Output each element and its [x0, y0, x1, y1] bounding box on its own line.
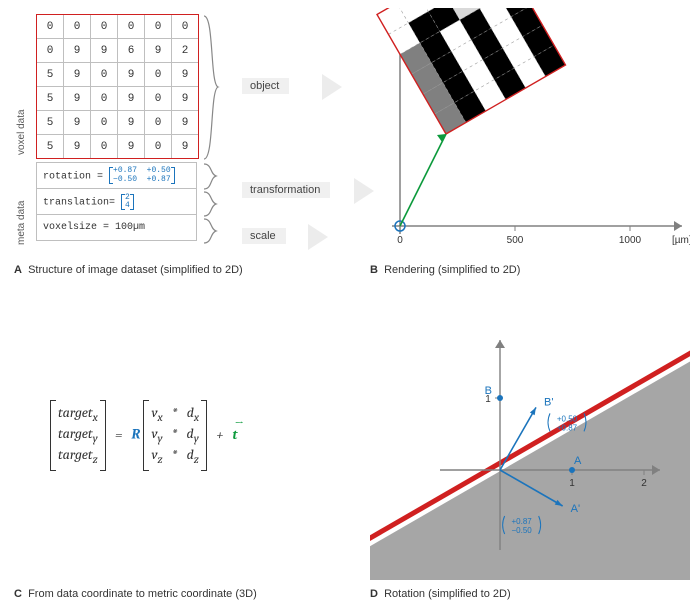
lhs-z: targetz [58, 446, 98, 463]
lhs-x: targetx [58, 404, 98, 421]
voxel-cell: 9 [64, 135, 91, 159]
voxel-cell: 0 [172, 15, 199, 39]
voxel-grid: 000000099692590909590909590909590909 [36, 14, 199, 159]
voxel-cell: 9 [64, 39, 91, 63]
arrow-scale-label: scale [242, 228, 286, 244]
voxel-cell: 5 [37, 135, 64, 159]
voxel-cell: 5 [37, 63, 64, 87]
voxel-cell: 0 [145, 111, 172, 135]
caption-d: D Rotation (simplified to 2D) [370, 588, 511, 600]
voxel-cell: 9 [145, 39, 172, 63]
voxel-cell: 9 [172, 111, 199, 135]
meta-translation: translation= 24 [37, 189, 197, 215]
arrow-transformation-label: transformation [242, 182, 330, 198]
arrow-object-label: object [242, 78, 289, 94]
voxel-cell: 9 [64, 87, 91, 111]
meta-table: rotation = +0.87 +0.50 −0.50 +0.87 trans… [36, 162, 197, 241]
voxel-cell: 9 [118, 111, 145, 135]
voxel-cell: 9 [91, 39, 118, 63]
voxel-cell: 0 [91, 15, 118, 39]
voxel-cell: 2 [172, 39, 199, 63]
caption-c: C From data coordinate to metric coordin… [14, 588, 257, 600]
lhs-y: targety [58, 425, 98, 442]
svg-text:B: B [485, 385, 492, 397]
side-label-voxel: voxel data [16, 109, 27, 155]
brace-all [200, 14, 228, 246]
panel-d-figure: 121ABA'B'+0.50+0.87+0.87−0.50 [370, 320, 690, 580]
svg-text:A: A [574, 455, 582, 467]
voxel-cell: 9 [172, 135, 199, 159]
side-label-meta: meta data [16, 201, 27, 245]
voxel-cell: 9 [118, 87, 145, 111]
voxel-cell: 9 [64, 111, 91, 135]
svg-text:0: 0 [397, 235, 403, 246]
svg-text:+0.87: +0.87 [557, 423, 578, 432]
voxel-cell: 0 [145, 15, 172, 39]
voxel-cell: 0 [91, 111, 118, 135]
voxel-cell: 9 [64, 63, 91, 87]
voxel-cell: 0 [91, 135, 118, 159]
svg-text:1: 1 [569, 478, 575, 489]
voxel-cell: 0 [145, 63, 172, 87]
equation-c: targetx targety targetz = R vx * dx vy *… [50, 400, 237, 471]
voxel-cell: 0 [91, 63, 118, 87]
voxel-cell: 0 [118, 15, 145, 39]
svg-text:+0.87: +0.87 [512, 517, 533, 526]
svg-text:−0.50: −0.50 [512, 526, 533, 535]
voxel-cell: 9 [118, 135, 145, 159]
svg-text:+0.50: +0.50 [557, 414, 578, 423]
caption-b: B Rendering (simplified to 2D) [370, 264, 520, 276]
meta-rotation: rotation = +0.87 +0.50 −0.50 +0.87 [37, 163, 197, 189]
voxel-cell: 0 [145, 87, 172, 111]
voxel-cell: 9 [172, 87, 199, 111]
voxel-cell: 0 [91, 87, 118, 111]
voxel-cell: 9 [172, 63, 199, 87]
svg-text:2: 2 [641, 478, 647, 489]
svg-text:500: 500 [507, 235, 524, 246]
svg-text:[µm]: [µm] [672, 235, 690, 246]
panel-b-figure: 0 500 1000 [µm] [370, 8, 690, 258]
voxel-cell: 5 [37, 87, 64, 111]
voxel-cell: 0 [64, 15, 91, 39]
voxel-cell: 0 [37, 39, 64, 63]
voxel-cell: 9 [118, 63, 145, 87]
caption-a: A Structure of image dataset (simplified… [14, 264, 243, 276]
voxel-cell: 5 [37, 111, 64, 135]
meta-voxelsize: voxelsize = 100µm [37, 215, 197, 241]
voxel-cell: 0 [145, 135, 172, 159]
svg-text:1000: 1000 [619, 235, 642, 246]
voxel-cell: 6 [118, 39, 145, 63]
svg-text:A': A' [571, 503, 580, 515]
voxel-cell: 0 [37, 15, 64, 39]
svg-text:B': B' [544, 396, 553, 408]
